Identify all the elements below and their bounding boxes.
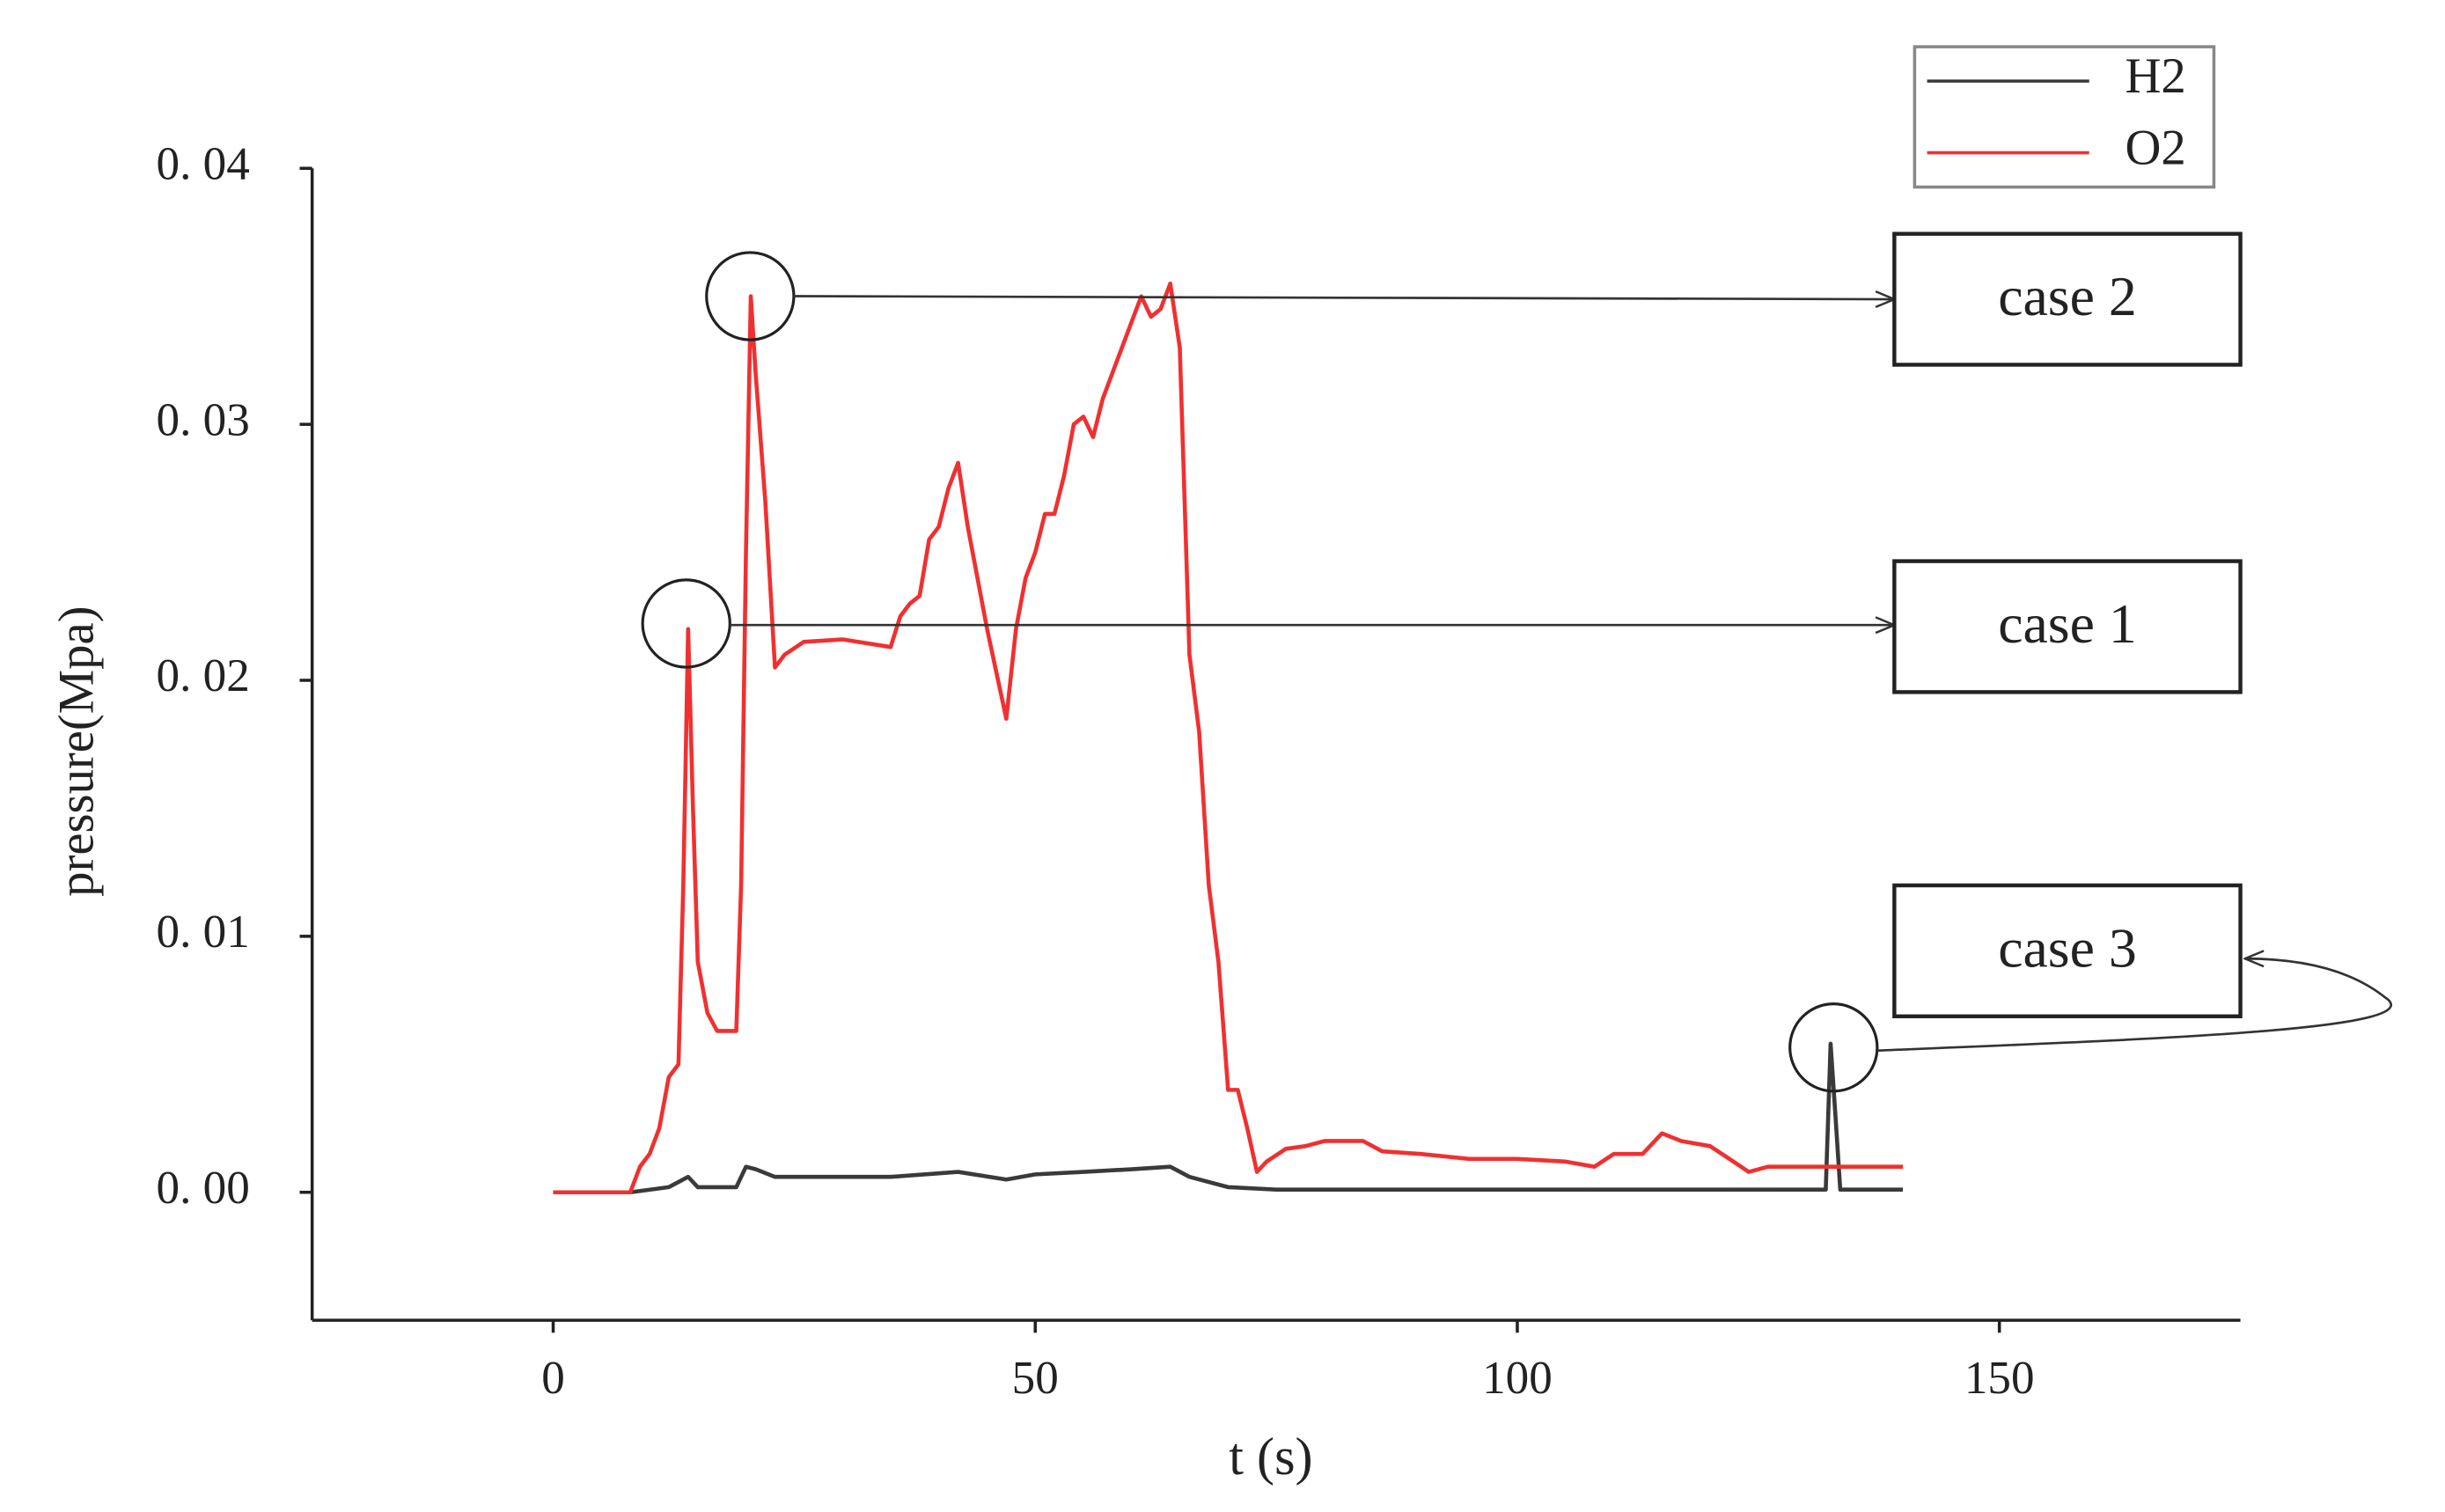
annotation-circle [641, 578, 731, 669]
annotation-arrow [793, 297, 1894, 300]
x-tick-label: 150 [1964, 1353, 2035, 1404]
annotation-label: case 1 [1998, 592, 2137, 655]
legend-box [1913, 45, 2216, 189]
series-line [553, 1041, 1904, 1195]
series-line [553, 281, 1904, 1195]
annotation-label: case 3 [1998, 917, 2137, 980]
legend-label: H2 [2125, 49, 2185, 104]
annotation-arrow [1876, 958, 2392, 1053]
annotation-box [1892, 231, 2243, 367]
annotation-box [1892, 883, 2243, 1018]
y-tick-label: 0. 04 [157, 138, 250, 189]
y-axis-label: pressure(Mpa) [50, 606, 105, 896]
x-tick-label: 50 [1012, 1353, 1059, 1404]
annotation-circle [1788, 1002, 1879, 1093]
y-tick-label: 0. 01 [157, 906, 250, 958]
x-tick-label: 0 [541, 1353, 565, 1404]
x-axis-label: t (s) [1229, 1428, 1312, 1486]
x-tick-label: 100 [1482, 1353, 1553, 1404]
annotation-box [1892, 559, 2243, 694]
y-tick-label: 0. 02 [157, 650, 250, 701]
y-tick-label: 0. 00 [157, 1163, 250, 1214]
legend-label: O2 [2125, 121, 2185, 176]
y-tick-label: 0. 03 [157, 394, 250, 445]
annotation-label: case 2 [1998, 265, 2137, 327]
